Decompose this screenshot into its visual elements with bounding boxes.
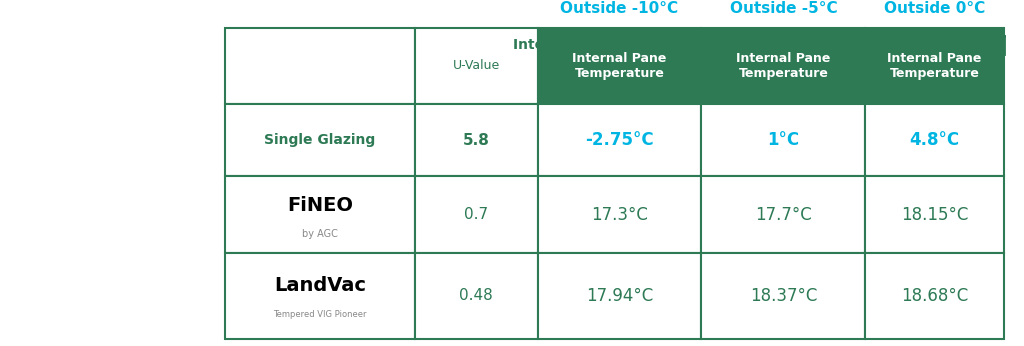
Bar: [415, 176, 538, 253]
Bar: [225, 28, 415, 104]
Text: Internal Pane
Temperature: Internal Pane Temperature: [736, 52, 830, 80]
Bar: [701, 176, 865, 253]
Text: 18.15°C: 18.15°C: [901, 206, 968, 224]
Text: Outside -5°C: Outside -5°C: [729, 1, 838, 16]
Bar: [865, 104, 1004, 176]
Text: Tempered VIG Pioneer: Tempered VIG Pioneer: [273, 310, 367, 319]
Bar: [538, 176, 701, 253]
Text: Internal Pane
Temperature: Internal Pane Temperature: [887, 52, 982, 80]
Bar: [538, 104, 701, 176]
Text: 18.68°C: 18.68°C: [901, 287, 968, 305]
Text: by AGC: by AGC: [302, 229, 338, 238]
Text: 0.48: 0.48: [460, 288, 493, 303]
Bar: [415, 28, 538, 104]
Text: 4.8°C: 4.8°C: [909, 131, 959, 149]
Text: 1°C: 1°C: [767, 131, 800, 149]
Bar: [225, 176, 415, 253]
Text: Internal Room Temperature: Internal Room Temperature: [513, 38, 729, 52]
Bar: [538, 28, 701, 104]
Bar: [538, 253, 701, 339]
Text: LandVac: LandVac: [274, 276, 366, 295]
Bar: [865, 253, 1004, 339]
Text: FiNEO: FiNEO: [287, 197, 353, 215]
Text: Single Glazing: Single Glazing: [264, 133, 376, 147]
Text: -2.75°C: -2.75°C: [585, 131, 654, 149]
Bar: [701, 104, 865, 176]
Text: 20°C: 20°C: [750, 36, 802, 54]
Bar: [701, 253, 865, 339]
Text: Internal Pane
Temperature: Internal Pane Temperature: [572, 52, 667, 80]
Text: 0.7: 0.7: [464, 207, 488, 222]
Text: 17.7°C: 17.7°C: [755, 206, 812, 224]
Text: 5.8: 5.8: [463, 133, 489, 148]
Bar: [225, 104, 415, 176]
Text: Outside -10°C: Outside -10°C: [560, 1, 679, 16]
Text: 18.37°C: 18.37°C: [750, 287, 817, 305]
Bar: [865, 28, 1004, 104]
Bar: [701, 28, 865, 104]
Bar: [225, 253, 415, 339]
Text: 17.3°C: 17.3°C: [591, 206, 648, 224]
Bar: [415, 104, 538, 176]
Text: 17.94°C: 17.94°C: [586, 287, 653, 305]
Bar: [865, 176, 1004, 253]
Text: U-Value: U-Value: [453, 59, 500, 72]
Text: Outside 0°C: Outside 0°C: [884, 1, 985, 16]
Bar: [415, 253, 538, 339]
